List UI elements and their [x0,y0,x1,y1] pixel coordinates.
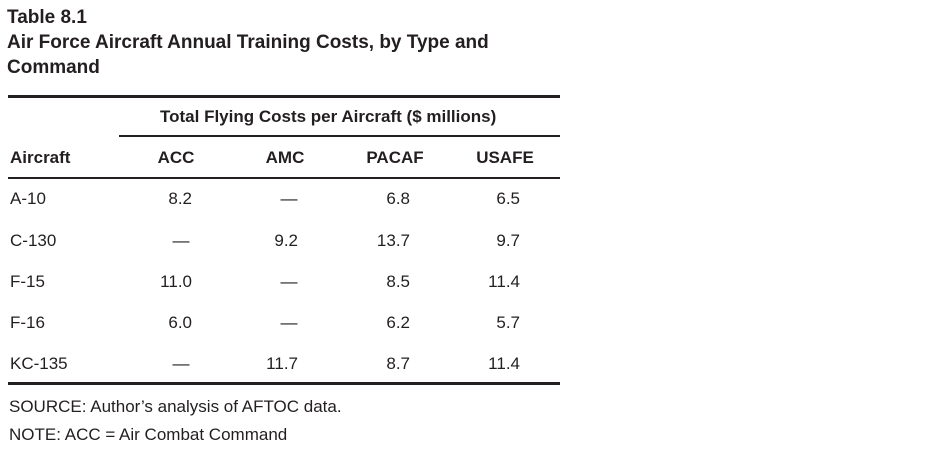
column-header-pacaf: PACAF [366,148,424,167]
cell-usafe: 6.5 [496,189,520,208]
cell-acc: 8.2 [168,189,192,208]
cell-usafe: 9.7 [496,231,520,250]
cell-amc: — [280,189,298,208]
source-note: SOURCE: Author’s analysis of AFTOC data. [9,397,342,416]
cell-amc: — [280,313,298,332]
cell-usafe: 11.4 [488,272,520,291]
cell-pacaf: 8.5 [386,272,410,291]
cell-pacaf: 6.2 [386,313,410,332]
spanner-rule [119,135,560,137]
cell-usafe: 11.4 [488,354,520,373]
cell-amc: 9.2 [274,231,298,250]
header-rule [8,177,560,179]
abbreviation-note: NOTE: ACC = Air Combat Command [9,425,288,444]
column-header-usafe: USAFE [476,148,534,167]
column-spanner: Total Flying Costs per Aircraft ($ milli… [160,107,497,126]
bottom-rule [8,382,560,385]
table-title: Table 8.1 Air Force Aircraft Annual Trai… [7,5,547,80]
cell-amc: 11.7 [266,354,298,373]
row-label: F-15 [10,272,45,291]
row-label: A-10 [10,189,46,208]
row-label: KC-135 [10,354,68,373]
cell-acc: — [172,231,190,250]
row-header-aircraft: Aircraft [10,148,71,167]
top-rule [8,95,560,98]
cell-acc: — [172,354,190,373]
cell-acc: 11.0 [160,272,192,291]
cell-pacaf: 6.8 [386,189,410,208]
row-label: C-130 [10,231,57,250]
cell-pacaf: 13.7 [376,231,410,250]
cell-acc: 6.0 [168,313,192,332]
column-header-acc: ACC [157,148,195,167]
column-header-amc: AMC [265,148,305,167]
table-number: Table 8.1 [7,7,87,28]
row-label: F-16 [10,313,45,332]
cell-pacaf: 8.7 [386,354,410,373]
cell-usafe: 5.7 [496,313,520,332]
table-caption: Air Force Aircraft Annual Training Costs… [7,32,489,78]
cell-amc: — [280,272,298,291]
